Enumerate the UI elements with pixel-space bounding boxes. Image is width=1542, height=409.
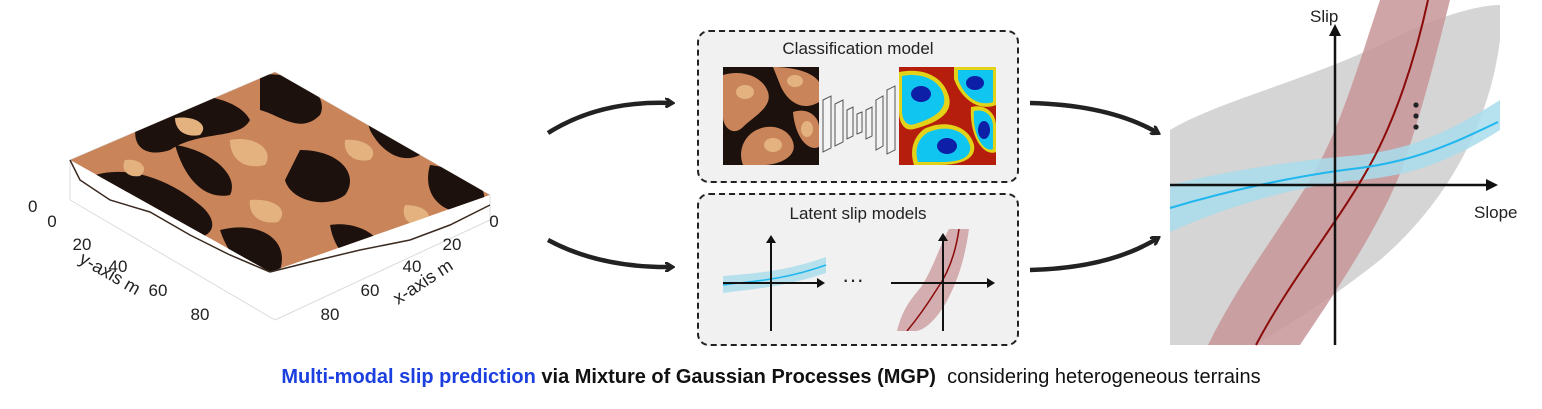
- terrain-texture-image: [723, 67, 819, 165]
- mixture-slip-plot: Slip Slope: [1169, 0, 1517, 346]
- latent-model-1-band: [723, 257, 826, 293]
- mixture-ellipsis-dots: [1413, 102, 1419, 130]
- terrain-y-tick: 80: [191, 305, 210, 324]
- terrain-y-tick: 0: [47, 212, 56, 231]
- arrow-terrain-to-classification: [546, 103, 672, 135]
- latent-model-k-plot: [891, 228, 995, 331]
- arrow-terrain-to-latent: [546, 238, 672, 267]
- classification-map-image: [899, 67, 996, 165]
- terrain-y-tick: 20: [73, 235, 92, 254]
- arrow-latent-to-mixture: [1029, 238, 1158, 273]
- terrain-light-regions: [123, 117, 429, 226]
- neural-network-icon: [822, 85, 896, 155]
- terrain-x-tick: 80: [321, 305, 340, 324]
- latent-models-ellipsis: ···: [842, 267, 864, 292]
- terrain-front-right-edge: [269, 204, 491, 273]
- latent-slip-models-box: Latent slip models ···: [697, 193, 1019, 346]
- mixture-y-axis-label: Slip: [1310, 7, 1338, 26]
- arrow-classification-to-mixture: [1029, 100, 1158, 133]
- classification-model-title: Classification model: [782, 39, 934, 58]
- latent-slip-models-title: Latent slip models: [789, 204, 927, 223]
- latent-model-1-plot: [722, 235, 827, 331]
- mixture-x-axis-label: Slope: [1474, 203, 1517, 222]
- terrain-y-tick: 40: [109, 257, 128, 276]
- terrain-z-tick: 0: [28, 197, 37, 216]
- latent-model-k-curve: [906, 228, 960, 331]
- caption-context: considering heterogeneous terrains: [935, 366, 1261, 388]
- mixture-blue-curve: [1169, 121, 1499, 209]
- terrain-x-tick: 0: [489, 212, 498, 231]
- terrain-y-tick: 60: [149, 281, 168, 300]
- caption-highlight: Multi-modal slip prediction: [281, 366, 536, 388]
- mixture-red-curve: [1255, 0, 1429, 346]
- terrain-y-ticks: 0 20 40 60 80: [47, 212, 209, 324]
- latent-model-k-band: [897, 229, 969, 331]
- terrain-x-tick: 40: [403, 257, 422, 276]
- classification-model-box: Classification model: [697, 30, 1019, 183]
- caption-method: via Mixture of Gaussian Processes (MGP): [535, 366, 936, 388]
- terrain-x-tick: 20: [443, 235, 462, 254]
- figure-caption: Multi-modal slip prediction via Mixture …: [0, 366, 1542, 389]
- terrain-front-left-edge: [69, 159, 271, 273]
- terrain-x-ticks: 0 20 40 60 80: [321, 212, 499, 324]
- terrain-x-tick: 60: [361, 281, 380, 300]
